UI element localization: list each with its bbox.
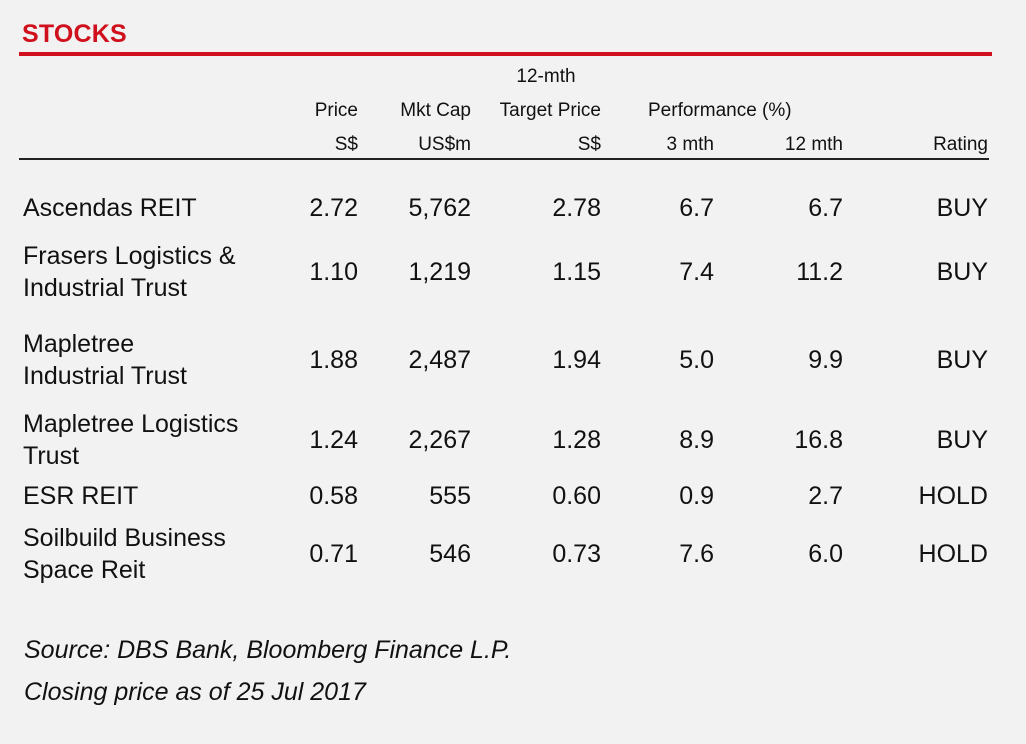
stock-name-line: Mapletree <box>23 330 135 358</box>
cell-perf-12m: 11.2 <box>796 258 843 286</box>
header-target-line1: 12-mth <box>516 66 576 87</box>
cell-price: 2.72 <box>309 194 358 222</box>
cell-perf-3m: 6.7 <box>679 194 714 222</box>
cell-target: 0.73 <box>552 540 601 568</box>
cell-target: 1.94 <box>552 346 601 374</box>
stock-name: Mapletree Industrial Trust <box>23 328 293 392</box>
stock-name-line: Industrial Trust <box>23 274 187 302</box>
header-perf-3m: 3 mth <box>666 134 714 155</box>
cell-perf-3m: 7.6 <box>679 540 714 568</box>
section-title: STOCKS <box>22 20 127 48</box>
cell-perf-3m: 7.4 <box>679 258 714 286</box>
stock-name-line: Soilbuild Business <box>23 524 226 552</box>
cell-mkt-cap: 546 <box>429 540 471 568</box>
header-mktcap-unit: US$m <box>418 134 471 155</box>
cell-perf-12m: 6.0 <box>808 540 843 568</box>
cell-rating: BUY <box>936 258 988 286</box>
cell-rating: HOLD <box>918 540 988 568</box>
stock-name: Mapletree Logistics Trust <box>23 408 293 472</box>
source-note: Source: DBS Bank, Bloomberg Finance L.P. <box>24 636 512 664</box>
cell-rating: HOLD <box>918 482 988 510</box>
stock-name: ESR REIT <box>23 480 293 512</box>
stock-name-line: ESR REIT <box>23 482 139 510</box>
stock-name-line: Space Reit <box>23 556 146 584</box>
cell-price: 0.58 <box>309 482 358 510</box>
header-divider <box>19 158 989 160</box>
cell-target: 0.60 <box>552 482 601 510</box>
stock-name-line: Frasers Logistics & <box>23 242 236 270</box>
header-perf-12m: 12 mth <box>784 134 843 155</box>
cell-perf-12m: 2.7 <box>808 482 843 510</box>
header-rating: Rating <box>933 134 988 155</box>
cell-target: 1.15 <box>552 258 601 286</box>
cell-mkt-cap: 555 <box>429 482 471 510</box>
cell-mkt-cap: 1,219 <box>408 258 471 286</box>
cell-perf-3m: 0.9 <box>679 482 714 510</box>
cell-rating: BUY <box>936 194 988 222</box>
stock-name-line: Ascendas REIT <box>23 194 197 222</box>
cell-perf-12m: 16.8 <box>794 426 843 454</box>
cell-mkt-cap: 5,762 <box>408 194 471 222</box>
title-divider <box>19 52 992 56</box>
stock-name-line: Mapletree Logistics <box>23 410 239 438</box>
stock-name: Frasers Logistics & Industrial Trust <box>23 240 293 304</box>
header-mktcap-label: Mkt Cap <box>400 100 471 121</box>
header-target-line2: Target Price <box>499 100 601 121</box>
cell-price: 1.24 <box>309 426 358 454</box>
cell-perf-12m: 6.7 <box>808 194 843 222</box>
cell-price: 0.71 <box>309 540 358 568</box>
cell-target: 1.28 <box>552 426 601 454</box>
header-price-unit: S$ <box>334 134 358 155</box>
cell-mkt-cap: 2,267 <box>408 426 471 454</box>
cell-perf-3m: 5.0 <box>679 346 714 374</box>
cell-rating: BUY <box>936 426 988 454</box>
cell-perf-12m: 9.9 <box>808 346 843 374</box>
header-price-label: Price <box>314 100 358 121</box>
closing-price-note: Closing price as of 25 Jul 2017 <box>24 678 366 706</box>
cell-rating: BUY <box>936 346 988 374</box>
cell-price: 1.88 <box>309 346 358 374</box>
cell-perf-3m: 8.9 <box>679 426 714 454</box>
cell-target: 2.78 <box>552 194 601 222</box>
stock-name-line: Trust <box>23 442 80 470</box>
cell-mkt-cap: 2,487 <box>408 346 471 374</box>
header-performance: Performance (%) <box>648 100 792 121</box>
stock-name-line: Industrial Trust <box>23 362 187 390</box>
stock-name: Ascendas REIT <box>23 192 293 224</box>
stock-name: Soilbuild Business Space Reit <box>23 522 293 586</box>
header-target-unit: S$ <box>577 134 601 155</box>
cell-price: 1.10 <box>309 258 358 286</box>
